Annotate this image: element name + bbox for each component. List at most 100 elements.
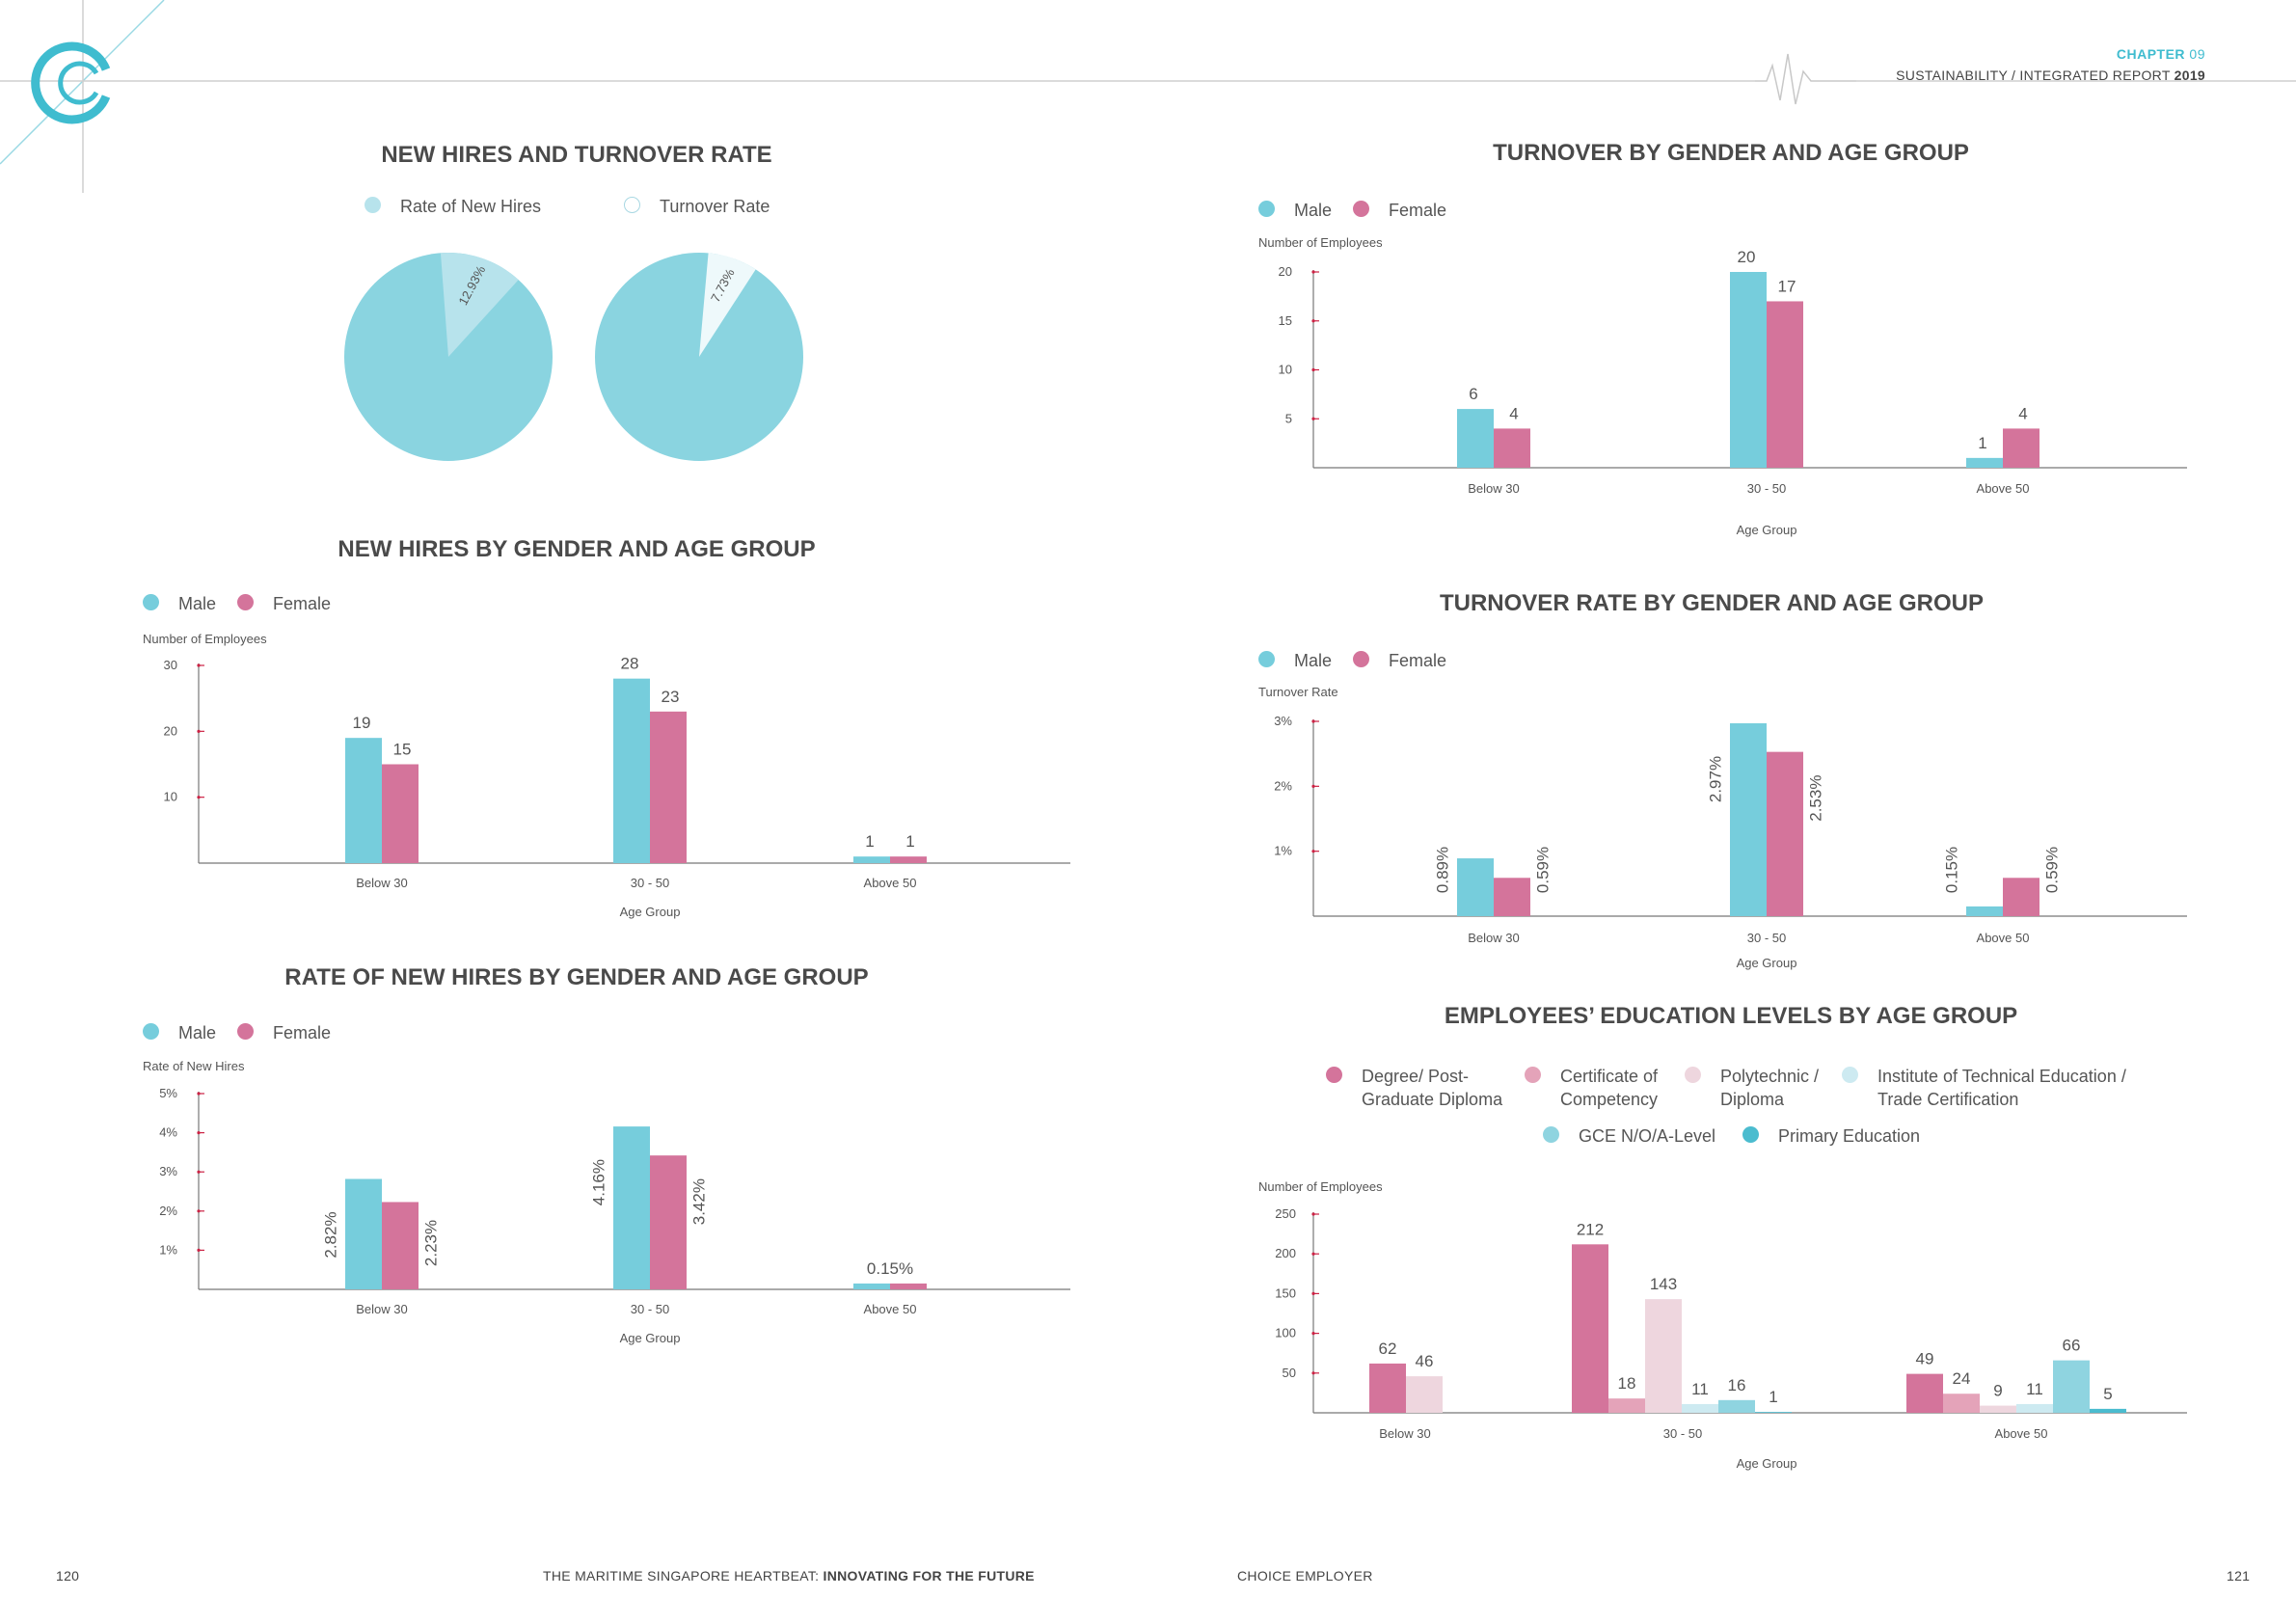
bar-female-3 [2003,878,2039,916]
y-tick-dot [1311,784,1315,788]
y-tick-label: 5% [159,1086,177,1100]
y-tick-label: 250 [1275,1206,1296,1221]
legend-male: Male [1258,649,1332,672]
bar-edu-5-2 [1718,1399,1755,1413]
y-tick-label: 150 [1275,1286,1296,1300]
data-label: 24 [1953,1369,1971,1388]
turnover-gender-age-title: TURNOVER BY GENDER AND AGE GROUP [1493,140,1969,166]
y-tick-dot [197,1092,201,1096]
legend-polytechnic: Polytechnic / Diploma [1685,1065,1819,1111]
x-axis-title: Age Group [1737,956,1797,970]
bar-edu-2-2 [1608,1398,1645,1413]
data-label: 0.59% [1533,847,1552,893]
legend-gce: GCE N/O/A-Level [1543,1124,1715,1148]
x-tick-label: Below 30 [356,876,407,890]
page-number-left: 120 [56,1568,80,1583]
legend-rate-new-hires: Rate of New Hires [365,195,541,218]
data-label: 1 [1978,434,1986,452]
data-label: 5 [2103,1385,2112,1403]
y-axis-title: Number of Employees [143,632,267,646]
y-tick-dot [1311,1332,1315,1336]
data-label: 4.16% [589,1159,608,1205]
data-label-shared: 0.15% [867,1259,913,1278]
y-tick-dot [1311,1371,1315,1375]
bar-male-2 [1730,723,1767,916]
bar-edu-6-2 [1755,1412,1792,1413]
polytechnic-dot-icon [1685,1067,1701,1083]
y-tick-label: 50 [1283,1366,1296,1380]
y-tick-label: 15 [1279,313,1292,328]
y-tick-dot [197,729,201,733]
data-label: 4 [2018,404,2027,422]
bar-male-3 [853,1283,890,1289]
x-tick-label: 30 - 50 [1663,1426,1702,1441]
data-label: 1 [905,832,914,851]
bar-female-2 [650,1155,687,1289]
male-dot-icon [1258,651,1275,667]
x-tick-label: Below 30 [1468,931,1519,945]
data-label: 3.42% [689,1178,708,1225]
y-tick-label: 20 [1279,264,1292,279]
y-axis-title: Rate of New Hires [143,1059,245,1073]
data-label: 143 [1650,1275,1677,1293]
bar-male-3 [1966,906,2003,916]
data-label: 212 [1577,1220,1604,1238]
y-tick-dot [1311,1212,1315,1216]
y-tick-label: 20 [164,723,177,738]
bar-edu-6-3 [2090,1408,2126,1413]
footer-left-text: THE MARITIME SINGAPORE HEARTBEAT: INNOVA… [543,1568,1035,1583]
chapter-label: CHAPTER 09 [2116,46,2205,62]
data-label: 19 [353,714,371,732]
heartbeat-icon [1755,53,1856,105]
bar-female-2 [650,711,687,863]
bar-female-1 [382,1202,419,1289]
x-tick-label: Below 30 [1379,1426,1430,1441]
legend-male: Male [1258,199,1332,222]
x-tick-label: 30 - 50 [631,1302,669,1316]
bar-male-1 [345,1178,382,1289]
data-label: 16 [1728,1376,1746,1394]
data-label: 2.23% [421,1220,440,1266]
bar-edu-1-3 [1906,1373,1943,1413]
x-tick-label: Above 50 [1995,1426,2048,1441]
x-tick-label: Above 50 [1977,931,2030,945]
y-axis-title: Number of Employees [1258,235,1383,250]
data-label: 2.97% [1706,756,1724,802]
pie-1-slice [440,253,519,357]
x-tick-label: Below 30 [1468,481,1519,496]
data-label: 23 [662,688,680,706]
y-tick-dot [197,796,201,799]
bar-male-3 [1966,457,2003,468]
data-label: 18 [1618,1374,1636,1393]
new-hires-turnover-title: NEW HIRES AND TURNOVER RATE [381,142,772,168]
data-label: 17 [1778,277,1796,295]
data-label: 15 [393,741,412,759]
legend-dot-icon [624,197,640,213]
legend-dot-icon [365,197,381,213]
legend-primary: Primary Education [1742,1124,1920,1148]
y-tick-label: 4% [159,1125,177,1140]
female-dot-icon [237,1023,254,1040]
data-label: 46 [1416,1352,1434,1370]
rate-new-hires-title: RATE OF NEW HIRES BY GENDER AND AGE GROU… [284,964,869,990]
x-axis-title: Age Group [620,905,681,919]
legend-certificate: Certificate of Competency [1525,1065,1658,1111]
degree-dot-icon [1326,1067,1342,1083]
y-tick-dot [1311,319,1315,323]
x-axis-title: Age Group [620,1331,681,1345]
y-tick-label: 200 [1275,1246,1296,1260]
bar-edu-3-3 [1980,1405,2016,1413]
y-tick-label: 2% [1274,778,1292,793]
bar-female-2 [1767,301,1803,468]
y-tick-label: 3% [1274,714,1292,728]
ite-dot-icon [1842,1067,1858,1083]
data-label: 6 [1469,385,1477,403]
male-dot-icon [143,594,159,610]
legend-degree: Degree/ Post- Graduate Diploma [1326,1065,1502,1111]
legend-female: Female [237,592,331,615]
bar-male-1 [1457,858,1494,916]
gce-dot-icon [1543,1126,1559,1143]
x-tick-label: 30 - 50 [1747,931,1786,945]
